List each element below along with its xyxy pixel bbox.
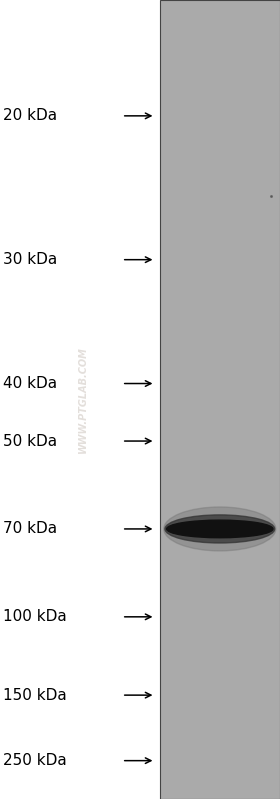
Text: 40 kDa: 40 kDa [3, 376, 57, 391]
Text: 150 kDa: 150 kDa [3, 688, 67, 702]
Text: 70 kDa: 70 kDa [3, 522, 57, 536]
Bar [160, 0, 280, 799]
Ellipse shape [165, 515, 275, 543]
Text: 50 kDa: 50 kDa [3, 434, 57, 448]
Text: 100 kDa: 100 kDa [3, 610, 67, 624]
Text: 250 kDa: 250 kDa [3, 753, 67, 768]
Text: 20 kDa: 20 kDa [3, 109, 57, 123]
Ellipse shape [167, 520, 273, 538]
Text: 30 kDa: 30 kDa [3, 252, 57, 267]
Ellipse shape [164, 507, 276, 551]
Text: WWW.PTGLAB.COM: WWW.PTGLAB.COM [78, 346, 88, 453]
